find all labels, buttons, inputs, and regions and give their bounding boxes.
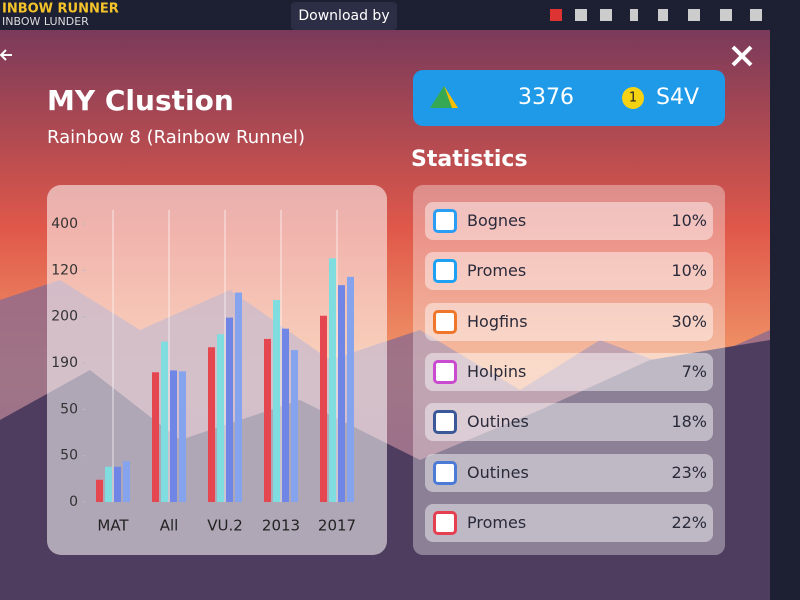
y-tick-label: 120 bbox=[51, 262, 78, 278]
icon[interactable] bbox=[600, 9, 612, 21]
bar bbox=[282, 328, 289, 502]
stat-icon bbox=[433, 510, 457, 535]
icon[interactable] bbox=[658, 9, 668, 21]
currency: S4V bbox=[656, 85, 699, 110]
logo: INBOW RUNNER bbox=[2, 2, 119, 17]
icon[interactable] bbox=[575, 9, 587, 21]
bar bbox=[338, 285, 345, 502]
bar bbox=[114, 466, 121, 502]
stat-row[interactable]: Bognes 10% bbox=[425, 202, 713, 240]
stat-name: Promes bbox=[467, 261, 527, 281]
bar bbox=[179, 371, 186, 502]
stat-name: Bognes bbox=[467, 211, 527, 230]
stat-row[interactable]: Outines 18% bbox=[425, 403, 713, 442]
x-tick-label: All bbox=[160, 517, 179, 535]
y-tick-label: 200 bbox=[51, 309, 78, 325]
bar bbox=[291, 350, 298, 502]
x-tick-label: 2013 bbox=[262, 517, 300, 535]
bar bbox=[96, 479, 103, 502]
stat-icon bbox=[433, 460, 457, 485]
bar bbox=[226, 317, 233, 502]
icon[interactable] bbox=[720, 9, 732, 21]
stat-icon bbox=[433, 209, 457, 233]
toolbar-icons bbox=[550, 9, 762, 21]
bar bbox=[217, 334, 224, 502]
icon[interactable] bbox=[688, 9, 700, 21]
logo-sub: INBOW LUNDER bbox=[2, 15, 89, 28]
bar bbox=[273, 299, 280, 502]
y-tick-label: 0 bbox=[69, 494, 78, 510]
icon[interactable] bbox=[750, 9, 762, 21]
balance-pill[interactable] bbox=[413, 70, 725, 126]
side-bar bbox=[770, 30, 800, 600]
bar bbox=[208, 347, 215, 502]
stat-icon bbox=[433, 410, 457, 435]
stat-row[interactable]: Promes 10% bbox=[425, 252, 713, 291]
balance-amount: 3376 bbox=[518, 85, 574, 110]
icon[interactable] bbox=[550, 9, 562, 21]
stat-name: Holpins bbox=[467, 361, 527, 381]
coin bbox=[622, 87, 644, 109]
bar bbox=[170, 370, 177, 502]
stat-icon bbox=[433, 359, 457, 384]
bar bbox=[161, 341, 168, 502]
y-tick-label: 400 bbox=[51, 216, 78, 232]
bar bbox=[235, 292, 242, 502]
stat-value: 22% bbox=[671, 512, 707, 532]
y-tick-label: 190 bbox=[51, 355, 78, 371]
icon[interactable] bbox=[630, 9, 638, 21]
bar bbox=[123, 461, 130, 502]
top-bar bbox=[0, 0, 800, 30]
stats-title: Statistics bbox=[411, 147, 528, 172]
drive-icon bbox=[444, 86, 458, 108]
title: MY Clustion bbox=[47, 84, 234, 117]
stat-row[interactable]: Outines 23% bbox=[425, 453, 713, 492]
stat-row[interactable]: Promes 22% bbox=[425, 503, 713, 542]
stat-value: 10% bbox=[671, 261, 707, 281]
bar bbox=[105, 466, 112, 502]
stat-name: Outines bbox=[467, 412, 529, 432]
stat-icon bbox=[433, 259, 457, 284]
stat-name: Outines bbox=[467, 462, 529, 482]
close-button[interactable] bbox=[731, 45, 753, 67]
y-tick-label: 50 bbox=[60, 448, 78, 464]
bar bbox=[152, 372, 159, 502]
stats-panel bbox=[413, 185, 725, 555]
stat-value: 18% bbox=[671, 412, 707, 432]
bar bbox=[320, 315, 327, 502]
x-tick-label: 2017 bbox=[318, 517, 356, 535]
x-tick-label: MAT bbox=[97, 517, 129, 535]
bar bbox=[347, 276, 354, 502]
stat-row[interactable]: Hogfins 30% bbox=[425, 302, 713, 341]
stat-name: Hogfins bbox=[467, 311, 528, 331]
stat-icon bbox=[433, 309, 457, 334]
tab-label[interactable]: Download by bbox=[298, 8, 389, 24]
back-button[interactable] bbox=[0, 49, 12, 61]
stat-value: 30% bbox=[671, 311, 707, 331]
stat-value: 23% bbox=[671, 462, 707, 482]
tab[interactable] bbox=[291, 2, 397, 30]
coin-label: 1 bbox=[629, 91, 637, 106]
stat-row[interactable]: Holpins 7% bbox=[425, 352, 713, 391]
bar bbox=[264, 338, 271, 502]
stat-name: Promes bbox=[467, 512, 527, 532]
y-tick-label: 50 bbox=[60, 401, 78, 417]
subtitle: Rainbow 8 (Rainbow Runnel) bbox=[47, 127, 305, 148]
stat-value: 10% bbox=[671, 211, 707, 230]
stat-value: 7% bbox=[681, 361, 707, 381]
x-tick-label: VU.2 bbox=[207, 517, 243, 535]
bar bbox=[329, 258, 336, 502]
